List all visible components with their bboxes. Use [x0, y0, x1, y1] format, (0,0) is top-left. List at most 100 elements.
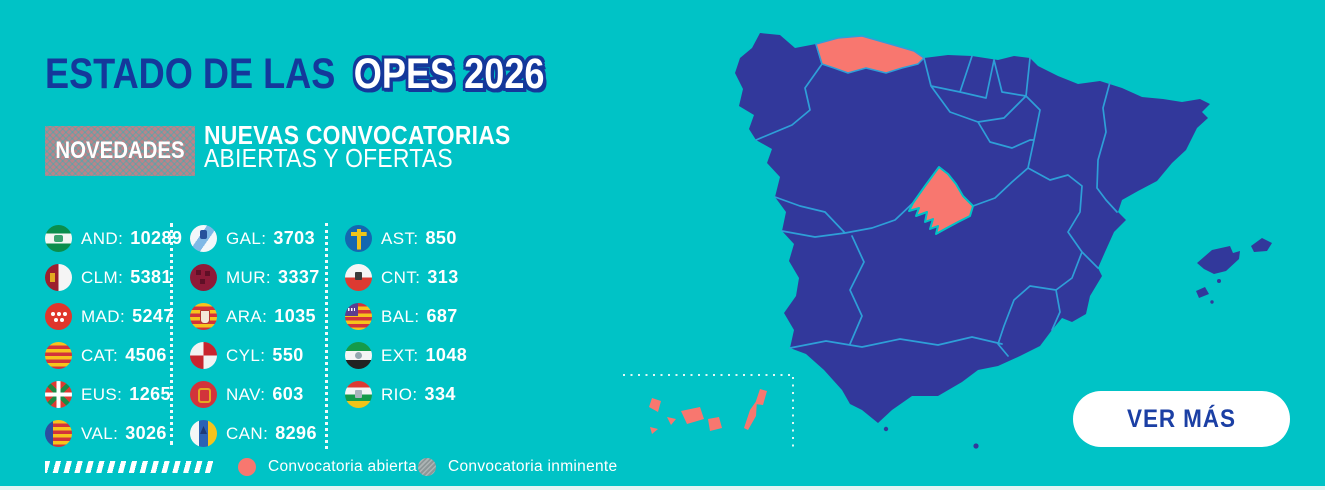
subtitle-line1: NUEVAS CONVOCATORIAS — [204, 120, 511, 150]
legend-open: Convocatoria abierta — [238, 458, 417, 476]
stat-row-mur: MUR: 3337 — [190, 258, 345, 297]
stat-value: 8296 — [275, 423, 317, 443]
stat-row-and: AND: 10289 — [45, 219, 190, 258]
subtitle-line2: ABIERTAS Y OFERTAS — [204, 143, 453, 173]
stat-value: 5247 — [132, 306, 174, 326]
stats-divider — [170, 223, 173, 445]
stat-row-val: VAL: 3026 — [45, 414, 190, 453]
map-region-borders — [755, 43, 1118, 357]
region-stats: AND: 10289 CLM: 5381 MAD: 5247 CAT: 4506… — [45, 219, 495, 453]
title-text: ESTADO DE LAS — [45, 50, 336, 98]
title-highlight: OPES 2026 — [353, 50, 545, 98]
stat-row-ara: ARA: 1035 — [190, 297, 345, 336]
stat-row-gal: GAL: 3703 — [190, 219, 345, 258]
subtitle: NUEVAS CONVOCATORIAS ABIERTAS Y OFERTAS — [204, 120, 511, 173]
stat-label: CAT: — [81, 345, 119, 365]
stat-value: 603 — [272, 384, 304, 404]
stat-value: 5381 — [130, 267, 172, 287]
open-dot-icon — [238, 458, 256, 476]
flag-canarias-icon — [190, 420, 217, 447]
map-island-dot — [1210, 300, 1214, 304]
flag-castilla-y-leon-icon — [190, 342, 217, 369]
map-island-dot — [1217, 279, 1221, 283]
ver-mas-button-label: VER MÁS — [1127, 404, 1236, 433]
stat-value: 334 — [424, 384, 456, 404]
stat-label: CNT: — [381, 267, 421, 287]
stats-divider — [325, 223, 328, 449]
stat-label: VAL: — [81, 423, 119, 443]
stat-row-cnt: CNT: 313 — [345, 258, 495, 297]
stat-value: 1048 — [425, 345, 468, 365]
stats-column-1: AND: 10289 CLM: 5381 MAD: 5247 CAT: 4506… — [45, 219, 190, 453]
stat-row-rio: RIO: 334 — [345, 375, 495, 414]
flag-madrid-icon — [45, 303, 72, 330]
canary-inset-border — [623, 374, 795, 447]
flag-baleares-icon — [345, 303, 372, 330]
stat-label: GAL: — [226, 228, 267, 248]
stat-row-bal: BAL: 687 — [345, 297, 495, 336]
map-island-dot — [883, 426, 889, 432]
stat-value: 3703 — [273, 228, 315, 248]
map-region-asturias — [815, 35, 925, 74]
stats-column-2: GAL: 3703 MUR: 3337 ARA: 1035 CYL: 550 N… — [190, 219, 345, 453]
stat-value: 550 — [272, 345, 304, 365]
legend-imminent: Convocatoria inminente — [418, 458, 617, 476]
stat-row-eus: EUS: 1265 — [45, 375, 190, 414]
stat-value: 850 — [425, 228, 457, 248]
flag-cataluna-icon — [45, 342, 72, 369]
stat-value: 687 — [426, 306, 458, 326]
map-region-baleares — [1196, 238, 1272, 298]
flag-navarra-icon — [190, 381, 217, 408]
novedades-badge-label: NOVEDADES — [55, 137, 185, 164]
flag-extremadura-icon — [345, 342, 372, 369]
stat-label: CAN: — [226, 423, 269, 443]
flag-cantabria-icon — [345, 264, 372, 291]
legend-imminent-label: Convocatoria inminente — [448, 458, 618, 475]
stat-label: CLM: — [81, 267, 124, 287]
stat-row-ext: EXT: 1048 — [345, 336, 495, 375]
stat-label: AND: — [81, 228, 124, 248]
imminent-dot-icon — [418, 458, 436, 476]
stat-value: 1035 — [274, 306, 316, 326]
stat-label: CYL: — [226, 345, 266, 365]
stat-value: 3026 — [125, 423, 167, 443]
flag-galicia-icon — [190, 225, 217, 252]
flag-la-rioja-icon — [345, 381, 372, 408]
stat-row-clm: CLM: 5381 — [45, 258, 190, 297]
stat-row-mad: MAD: 5247 — [45, 297, 190, 336]
stat-label: EXT: — [381, 345, 419, 365]
stat-value: 3337 — [278, 267, 320, 287]
flag-aragon-icon — [190, 303, 217, 330]
stat-label: BAL: — [381, 306, 420, 326]
flag-murcia-icon — [190, 264, 217, 291]
map-region-madrid — [908, 166, 974, 235]
flag-andalucia-icon — [45, 225, 72, 252]
ver-mas-button[interactable]: VER MÁS — [1073, 391, 1290, 447]
stat-value: 1265 — [129, 384, 171, 404]
flag-asturias-icon — [345, 225, 372, 252]
stat-row-cat: CAT: 4506 — [45, 336, 190, 375]
stat-label: ARA: — [226, 306, 268, 326]
stat-row-nav: NAV: 603 — [190, 375, 345, 414]
map-island-dot — [973, 443, 979, 449]
stat-value: 10289 — [130, 228, 183, 248]
flag-valencia-icon — [45, 420, 72, 447]
bottom-edge — [0, 486, 1325, 490]
stat-value: 4506 — [125, 345, 167, 365]
map-region-canarias — [649, 389, 767, 434]
stat-value: 313 — [427, 267, 459, 287]
stat-row-ast: AST: 850 — [345, 219, 495, 258]
stat-row-can: CAN: 8296 — [190, 414, 345, 453]
stat-label: EUS: — [81, 384, 123, 404]
stat-label: NAV: — [226, 384, 266, 404]
page-title: ESTADO DE LAS OPES 2026 — [45, 50, 545, 99]
flag-castilla-la-mancha-icon — [45, 264, 72, 291]
stat-label: AST: — [381, 228, 419, 248]
stat-label: MAD: — [81, 306, 126, 326]
map-mainland — [735, 33, 1210, 423]
novedades-badge: NOVEDADES — [45, 126, 195, 176]
legend-open-label: Convocatoria abierta — [268, 458, 418, 475]
stats-column-3: AST: 850 CNT: 313 BAL: 687 EXT: 1048 RIO… — [345, 219, 495, 453]
